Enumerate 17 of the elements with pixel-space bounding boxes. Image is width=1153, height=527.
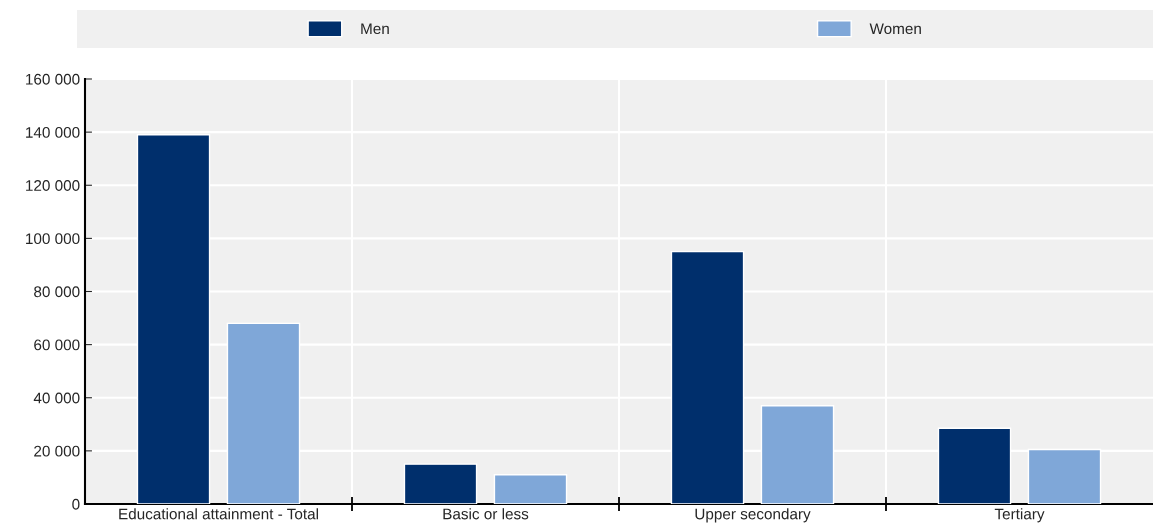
y-tick-label: 120 000 bbox=[26, 180, 80, 191]
legend-label: Women bbox=[869, 23, 921, 35]
x-tick-label: Educational attainment - Total bbox=[119, 508, 318, 520]
y-tick-label: 60 000 bbox=[34, 339, 80, 351]
y-tick-label: 80 000 bbox=[34, 286, 80, 298]
y-tick-label: 0 bbox=[72, 498, 80, 510]
bar bbox=[493, 474, 568, 504]
x-tick-label: Tertiary bbox=[994, 508, 1045, 523]
y-tick-label: 40 000 bbox=[33, 392, 80, 404]
y-tick-label: 20 000 bbox=[34, 445, 80, 457]
legend-label: Men bbox=[361, 23, 389, 35]
x-tick-label: Basic or less bbox=[443, 508, 529, 520]
y-tick-label: 140 000 bbox=[26, 126, 80, 138]
y-tick-label: 100 000 bbox=[26, 233, 80, 245]
x-tick-label: Upper secondary bbox=[695, 508, 811, 523]
y-tick-label: 160 000 bbox=[26, 73, 80, 85]
bar bbox=[403, 463, 478, 504]
